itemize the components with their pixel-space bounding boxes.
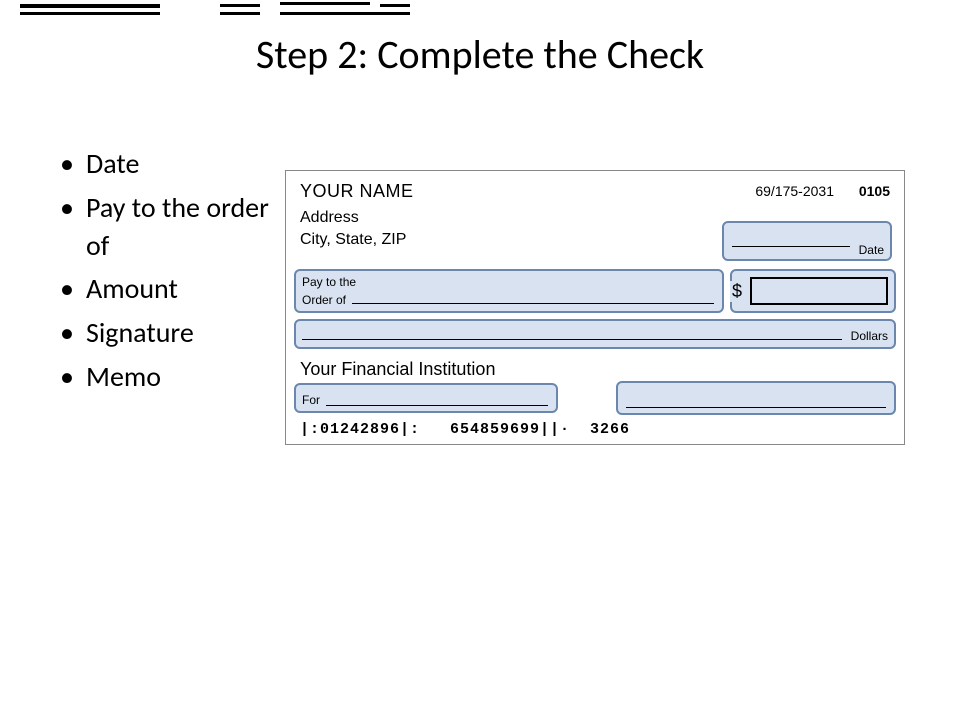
signature-field-highlight [616, 381, 896, 415]
date-field-highlight: Date [722, 221, 892, 261]
check-diagram: YOUR NAME Address City, State, ZIP 69/17… [285, 170, 905, 445]
amount-field-highlight: $ [730, 269, 896, 313]
bullet-item: Memo [60, 358, 270, 396]
amount-words-line [302, 339, 842, 340]
amount-words-highlight: Dollars [294, 319, 896, 349]
bank-route-code: 69/175-2031 [755, 183, 834, 199]
amount-box [750, 277, 888, 305]
memo-line [326, 405, 548, 406]
bullet-item: Date [60, 145, 270, 183]
bullet-item: Signature [60, 314, 270, 352]
payto-label-2: Order of [302, 293, 346, 307]
bullet-item: Amount [60, 270, 270, 308]
memo-field-highlight: For [294, 383, 558, 413]
bullet-list: Date Pay to the order of Amount Signatur… [60, 145, 270, 402]
decorative-top-rules [0, 0, 420, 24]
payto-field-highlight: Pay to the Order of [294, 269, 724, 313]
slide-title: Step 2: Complete the Check [0, 30, 960, 79]
micr-line: |:01242896|: 654859699||· 3266 [300, 421, 630, 438]
account-holder-name: YOUR NAME [300, 181, 414, 202]
address-line: Address [300, 209, 359, 227]
date-line [732, 246, 850, 247]
for-label: For [302, 393, 320, 407]
city-state-zip: City, State, ZIP [300, 231, 406, 249]
date-label: Date [859, 243, 884, 257]
dollar-sign: $ [730, 281, 744, 302]
signature-line [626, 407, 886, 408]
bank-name: Your Financial Institution [300, 359, 495, 380]
payto-line [352, 303, 714, 304]
payto-label-1: Pay to the [302, 275, 356, 289]
dollars-label: Dollars [851, 329, 888, 343]
check-number: 0105 [859, 183, 890, 199]
bullet-item: Pay to the order of [60, 189, 270, 265]
